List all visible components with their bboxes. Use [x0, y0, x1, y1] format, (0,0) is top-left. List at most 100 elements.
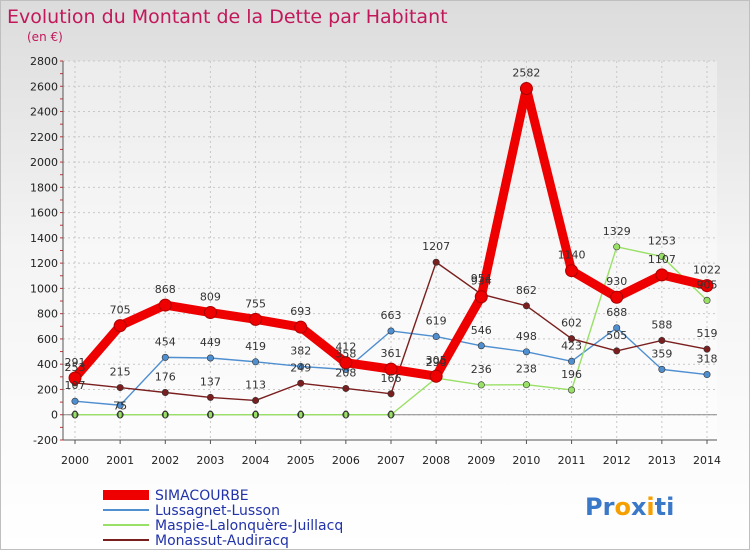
data-label-2: 1253 [648, 234, 676, 247]
data-label-1: 419 [245, 340, 266, 353]
x-tick-label: 2005 [287, 454, 315, 467]
data-label-3: 862 [516, 284, 537, 297]
data-label-0: 809 [200, 291, 221, 304]
x-tick-label: 2003 [196, 454, 224, 467]
legend-label-2: Maspie-Lalonquère-Juillacq [155, 518, 343, 534]
data-label-3: 954 [471, 272, 492, 285]
data-label-1: 663 [381, 309, 402, 322]
data-point-1 [568, 357, 576, 365]
y-tick-label: 400 [37, 358, 58, 371]
data-label-1: 358 [335, 348, 356, 361]
data-label-2: 1329 [603, 225, 631, 238]
data-label-2: 238 [516, 363, 537, 376]
y-tick-label: 1000 [30, 282, 58, 295]
x-axis: 2000 2001 2002 2003 2004 2005 2006 2007 2008 2009… [61, 439, 721, 467]
chart-title: Evolution du Montant de la Dette par Hab… [7, 6, 448, 28]
y-tick-label: 2200 [30, 131, 58, 144]
data-point-0 [113, 319, 127, 333]
data-point-3 [568, 335, 576, 343]
data-label-0: 934 [471, 275, 492, 288]
legend-label-0: SIMACOURBE [155, 488, 249, 504]
grid [63, 60, 717, 441]
data-point-1 [387, 327, 395, 335]
x-tick-label: 2010 [512, 454, 540, 467]
data-point-1 [658, 365, 666, 373]
data-point-0 [339, 356, 353, 370]
data-label-1: 75 [113, 399, 127, 412]
data-label-0: 693 [290, 305, 311, 318]
data-point-2 [477, 381, 485, 389]
x-tick-label: 2011 [558, 454, 586, 467]
logo-part: ti [655, 493, 675, 521]
data-point-0 [294, 320, 308, 334]
data-label-3: 1207 [422, 240, 450, 253]
y-tick-label: 1800 [30, 181, 58, 194]
x-tick-label: 2006 [332, 454, 360, 467]
data-label-1: 449 [200, 336, 221, 349]
data-label-3: 166 [381, 372, 402, 385]
x-tick-label: 2014 [693, 454, 721, 467]
data-point-2 [161, 411, 169, 419]
data-label-3: 249 [290, 361, 311, 374]
data-label-2: 905 [697, 278, 718, 291]
data-point-2 [613, 243, 621, 251]
data-label-1: 498 [516, 330, 537, 343]
data-label-2: 290 [426, 356, 447, 369]
data-label-3: 602 [561, 317, 582, 330]
data-label-1: 454 [155, 335, 176, 348]
plot-area [63, 61, 717, 440]
data-point-2 [116, 411, 124, 419]
data-label-3: 505 [606, 329, 627, 342]
data-label-0: 1107 [648, 253, 676, 266]
data-point-1 [477, 342, 485, 350]
data-label-1: 546 [471, 324, 492, 337]
y-tick-label: 2600 [30, 80, 58, 93]
x-tick-label: 2012 [603, 454, 631, 467]
data-point-0 [158, 298, 172, 312]
data-point-2 [703, 296, 711, 304]
data-point-3 [522, 302, 530, 310]
data-point-3 [387, 390, 395, 398]
y-tick-label: 600 [37, 333, 58, 346]
data-label-1: 318 [697, 353, 718, 366]
data-point-3 [116, 384, 124, 392]
x-tick-label: 2008 [422, 454, 450, 467]
data-point-1 [116, 401, 124, 409]
data-point-2 [252, 411, 260, 419]
data-point-1 [71, 397, 79, 405]
legend-label-1: Lussagnet-Lusson [155, 503, 280, 519]
data-point-2 [658, 252, 666, 260]
data-label-1: 423 [561, 339, 582, 352]
data-label-2: 0 [388, 409, 395, 422]
data-point-1 [432, 333, 440, 341]
data-point-0 [429, 369, 443, 383]
data-label-2: 0 [252, 409, 259, 422]
data-label-0: 2582 [512, 67, 540, 80]
data-label-3: 137 [200, 375, 221, 388]
data-label-1: 359 [651, 347, 672, 360]
logo-part: Pr [585, 493, 615, 521]
x-tick-label: 2007 [377, 454, 405, 467]
data-point-2 [568, 386, 576, 394]
proxiti-logo: Proxiti [585, 493, 674, 521]
data-point-2 [297, 411, 305, 419]
y-tick-label: 1200 [30, 257, 58, 270]
data-point-0 [700, 279, 714, 293]
data-label-0: 412 [335, 341, 356, 354]
x-tick-label: 2004 [242, 454, 270, 467]
x-tick-label: 2001 [106, 454, 134, 467]
data-label-2: 0 [72, 409, 79, 422]
data-label-3: 215 [110, 366, 131, 379]
logo-part: o [614, 493, 631, 521]
data-label-0: 930 [606, 275, 627, 288]
y-tick-label: 2800 [30, 55, 58, 68]
data-label-2: 0 [117, 409, 124, 422]
data-label-0: 1140 [558, 249, 586, 262]
y-tick-label: 2000 [30, 156, 58, 169]
data-point-1 [206, 354, 214, 362]
data-point-3 [703, 345, 711, 353]
data-point-0 [519, 82, 533, 96]
data-point-1 [297, 362, 305, 370]
